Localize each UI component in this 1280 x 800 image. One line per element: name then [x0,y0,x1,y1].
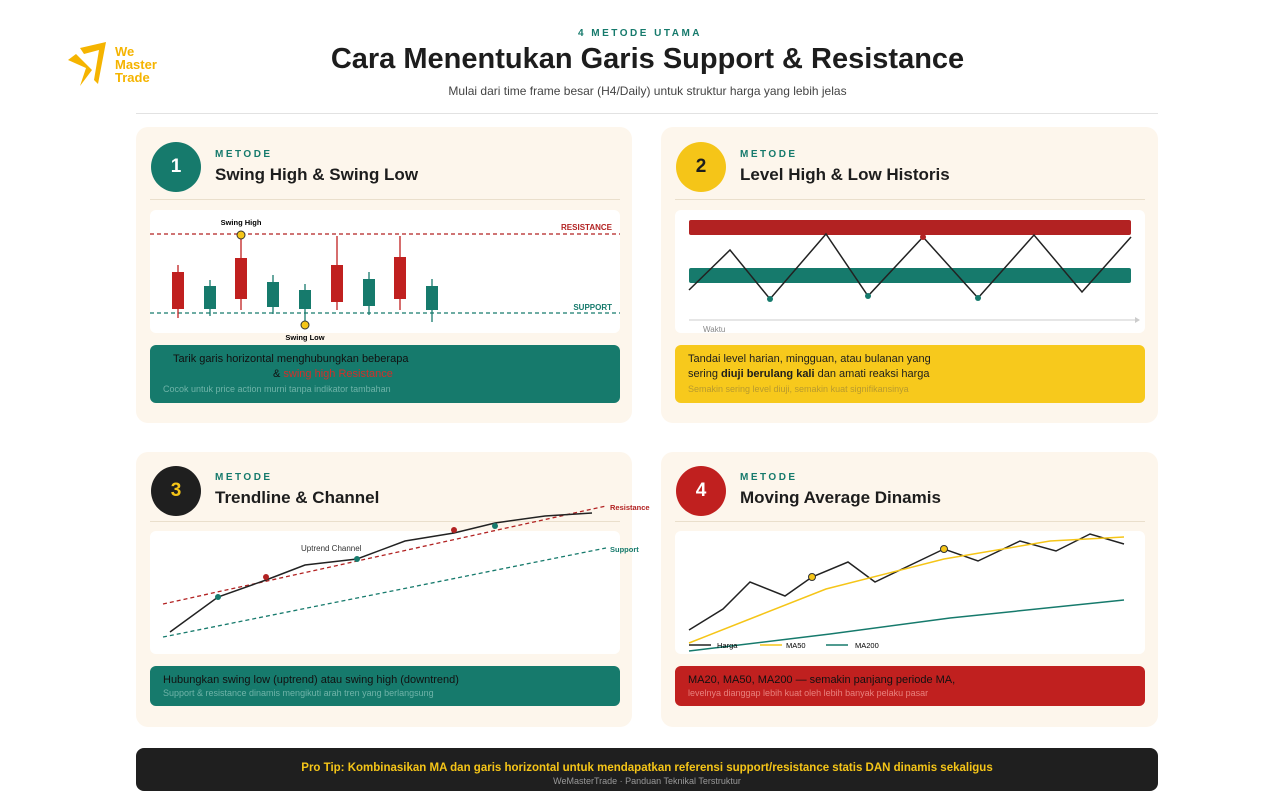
axis-arrow [1135,317,1140,323]
note-caption: Cocok untuk price action murni tanpa ind… [163,384,391,394]
method-number: 3 [151,466,201,516]
divider [150,199,620,200]
axis-label: Waktu [703,325,725,333]
ma50-line [688,536,1125,644]
divider [150,521,620,522]
kicker: 4 METODE UTAMA [577,28,703,39]
method-kicker: METODE [740,472,798,483]
touch-dot [940,545,948,553]
method-title: Trendline & Channel [215,488,380,507]
touch-dot [808,573,816,581]
trendline-diagram: Uptrend Channel Resistance Support [162,503,650,638]
candle-body [426,286,438,310]
method-note: MA20, MA50, MA200 — semakin panjang peri… [675,666,1145,706]
resistance-label: Resistance [610,503,650,512]
candle-body [204,286,216,309]
method-kicker: METODE [215,149,273,160]
candle-body [394,257,406,299]
touch-dot [865,293,871,299]
title: Cara Menentukan Garis Support & Resistan… [330,43,965,75]
candle-body [299,290,311,309]
method-number: 2 [676,142,726,192]
method-number: 4 [676,466,726,516]
swing-low-dot [300,320,310,330]
legend-label: MA200 [855,641,879,650]
swing-low-label: Swing Low [285,333,324,342]
support-band [689,268,1131,283]
swing-diagram: RESISTANCE SUPPORT Swing High Swing Low [150,218,620,342]
method-number: 1 [151,142,201,192]
touch-dot [767,296,773,302]
candle-body [267,282,279,307]
note-highlight: swing high [283,368,336,380]
price-line [688,232,1132,301]
footer: Pro Tip: Kombinasikan MA dan garis horiz… [136,748,1158,791]
candle-body [363,279,375,306]
legend-label: MA50 [786,641,806,650]
pro-tip: Pro Tip: Kombinasikan MA dan garis horiz… [301,762,993,774]
price-line [688,533,1125,631]
touch-dot [451,527,457,533]
ma200-line [688,599,1125,652]
note-line: MA20, MA50, MA200 — semakin panjang peri… [688,674,956,686]
logo-mark [68,54,92,86]
support-label: SUPPORT [573,303,612,312]
candle-body [331,265,343,302]
note-line: Hubungkan swing low (uptrend) atau swing… [163,674,459,686]
method-title: Level High & Low Historis [740,165,950,184]
levels-diagram: Waktu [688,220,1140,333]
note-bold: diuji berulang kali [721,368,815,380]
note-text: dan amati reaksi harga [817,368,930,380]
divider [675,521,1145,522]
method-title: Swing High & Swing Low [215,165,419,184]
touch-dot [975,295,981,301]
candles [172,235,438,323]
resistance-band [689,220,1131,235]
note-caption: levelnya dianggap lebih kuat oleh lebih … [688,688,929,698]
method-title: Moving Average Dinamis [740,488,941,507]
note-line: Tandai level harian, mingguan, atau bula… [688,353,931,365]
note-line: sering diuji berulang kali dan amati rea… [688,368,1132,380]
legend-label: Harga [717,641,738,650]
touch-dot [263,574,269,580]
subtitle: Mulai dari time frame besar (H4/Daily) u… [448,84,847,98]
support-trendline [162,547,607,638]
method-note: Tandai level harian, mingguan, atau bula… [675,345,1145,403]
resistance-trendline [162,505,607,605]
touch-dot [920,234,926,240]
method-kicker: METODE [215,472,273,483]
note-line: & swing high Resistance [163,368,607,380]
swing-high-dot [236,230,246,240]
logo: We Master Trade [68,42,157,86]
note-caption: Support & resistance dinamis mengikuti a… [163,688,434,698]
price-line [169,512,593,633]
illustration [675,531,1145,654]
divider [675,199,1145,200]
logo-mark [80,42,106,84]
note-text: & [273,368,281,380]
channel-label: Uptrend Channel [301,544,362,553]
brand: Trade [115,70,150,85]
brand: We [115,44,134,59]
touch-dot [215,594,221,600]
touch-dot [492,523,498,529]
method-note: Tarik garis horizontal menghubungkan beb… [150,345,620,403]
resistance-label: RESISTANCE [561,223,613,232]
ma-diagram: Harga MA50 MA200 [688,533,1125,652]
candle-body [235,258,247,299]
note-caption: Semakin sering level diuji, semakin kuat… [688,384,909,394]
brand: Master [115,57,157,72]
note-highlight: Resistance [338,368,393,380]
note-text: sering [688,368,718,380]
credit: WeMasterTrade · Panduan Teknikal Terstru… [553,776,741,786]
divider [136,113,1158,114]
note-line: Tarik garis horizontal menghubungkan beb… [173,353,409,365]
method-kicker: METODE [740,149,798,160]
swing-high-label: Swing High [221,218,262,227]
touch-dot [354,556,360,562]
candle-body [172,272,184,309]
method-note: Hubungkan swing low (uptrend) atau swing… [150,666,620,706]
support-label: Support [610,545,639,554]
